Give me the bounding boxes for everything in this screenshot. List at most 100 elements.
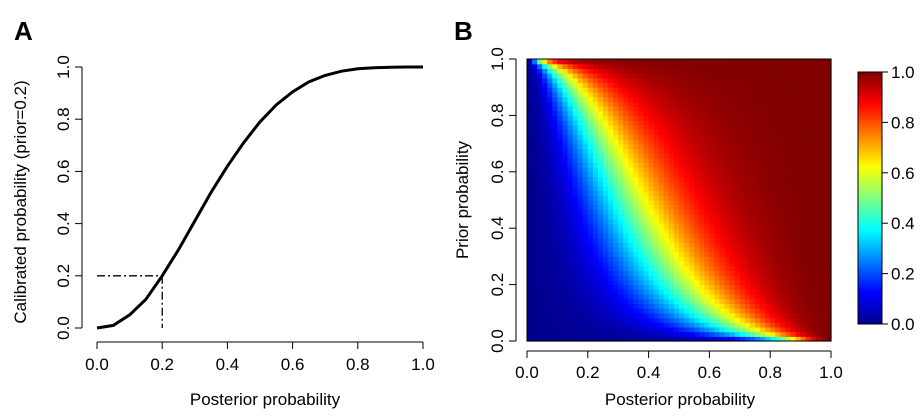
panel-b-colorbar-tick-label: 0.6 bbox=[891, 164, 915, 183]
panel-b-heatmap-cell bbox=[739, 157, 746, 163]
panel-b-heatmap-cell bbox=[597, 298, 604, 304]
panel-b-heatmap-cell bbox=[552, 298, 558, 304]
panel-b-heatmap-cell bbox=[810, 298, 817, 304]
panel-b-heatmap-cell bbox=[542, 195, 548, 201]
panel-b-heatmap-cell bbox=[734, 148, 741, 154]
panel-b-heatmap-cell bbox=[704, 312, 710, 319]
panel-b-heatmap-cell bbox=[648, 284, 655, 290]
panel-b-heatmap-cell bbox=[810, 289, 817, 295]
panel-b-heatmap-cell bbox=[719, 101, 726, 107]
panel-b-heatmap-cell bbox=[775, 96, 781, 102]
panel-b-heatmap-cell bbox=[734, 129, 741, 135]
panel-b-heatmap-cell bbox=[623, 275, 629, 281]
panel-b-heatmap-cell bbox=[694, 162, 700, 168]
panel-b-heatmap-cell bbox=[633, 261, 640, 267]
panel-b-heatmap-cell bbox=[815, 148, 822, 154]
panel-b-heatmap-cell bbox=[537, 279, 543, 286]
panel-b-heatmap-cell bbox=[709, 336, 716, 342]
panel-b-heatmap-cell bbox=[613, 87, 619, 93]
panel-b-heatmap-cell bbox=[825, 214, 832, 220]
panel-b-heatmap-cell bbox=[790, 59, 797, 65]
panel-b-heatmap-cell bbox=[592, 294, 599, 300]
panel-b-heatmap-cell bbox=[689, 289, 695, 295]
panel-b-heatmap-cell bbox=[577, 82, 584, 88]
panel-b-heatmap-cell bbox=[597, 167, 604, 173]
panel-b-heatmap-cell bbox=[820, 195, 827, 201]
panel-b-heatmap-cell bbox=[658, 157, 665, 163]
panel-b-heatmap-cell bbox=[557, 204, 564, 210]
panel-b-heatmap-cell bbox=[562, 167, 569, 173]
panel-b-heatmap-cell bbox=[679, 195, 685, 201]
panel-b-heatmap-cell bbox=[729, 228, 736, 234]
panel-b-heatmap-cell bbox=[592, 68, 599, 74]
panel-b-heatmap-cell bbox=[618, 218, 624, 225]
panel-b-heatmap-cell bbox=[668, 336, 675, 342]
panel-b-heatmap-cell bbox=[749, 185, 756, 192]
panel-b-heatmap-cell bbox=[749, 138, 756, 145]
panel-b-heatmap-cell bbox=[780, 317, 786, 323]
panel-b-heatmap-cell bbox=[825, 200, 832, 206]
panel-b-heatmap-cell bbox=[587, 162, 594, 168]
panel-b-heatmap-cell bbox=[734, 120, 741, 126]
panel-b-heatmap-cell bbox=[744, 209, 751, 215]
panel-b-heatmap-cell bbox=[542, 232, 548, 239]
panel-b-heatmap-cell bbox=[608, 162, 614, 168]
panel-b-heatmap-cell bbox=[572, 279, 579, 286]
panel-b-heatmap-cell bbox=[760, 289, 766, 295]
panel-b-heatmap-cell bbox=[608, 157, 614, 163]
panel-b-heatmap-cell bbox=[749, 106, 756, 112]
panel-b-heatmap-cell bbox=[795, 134, 802, 140]
panel-b-heatmap-cell bbox=[709, 247, 716, 253]
panel-b-heatmap-cell bbox=[719, 176, 726, 182]
panel-b-heatmap-cell bbox=[679, 176, 685, 182]
panel-b-heatmap-cell bbox=[739, 331, 746, 337]
panel-b-heatmap-cell bbox=[800, 176, 807, 182]
panel-b-heatmap-cell bbox=[739, 317, 746, 323]
panel-b-heatmap-cell bbox=[734, 134, 741, 140]
panel-b-heatmap-cell bbox=[638, 218, 645, 225]
panel-b-heatmap-cell bbox=[628, 134, 634, 140]
panel-b-heatmap-cell bbox=[532, 143, 538, 149]
panel-b-heatmap-cell bbox=[648, 101, 655, 107]
panel-b-heatmap-cell bbox=[694, 270, 700, 276]
panel-b-heatmap-cell bbox=[739, 218, 746, 225]
panel-b-heatmap-cell bbox=[557, 232, 564, 239]
panel-b-heatmap-cell bbox=[597, 110, 604, 116]
panel-b-heatmap-cell bbox=[825, 190, 832, 196]
panel-b-heatmap-cell bbox=[587, 279, 594, 286]
panel-b-heatmap-cell bbox=[527, 265, 533, 272]
panel-b-heatmap-cell bbox=[729, 138, 736, 145]
panel-b-heatmap-cell bbox=[567, 326, 574, 333]
panel-b-heatmap-cell bbox=[704, 115, 710, 121]
panel-b-heatmap-cell bbox=[770, 87, 776, 93]
panel-b-heatmap-cell bbox=[775, 214, 781, 220]
panel-b-heatmap-cell bbox=[795, 270, 802, 276]
panel-b-heatmap-cell bbox=[825, 289, 832, 295]
panel-b-heatmap-cell bbox=[760, 59, 766, 65]
panel-b-heatmap-cell bbox=[795, 298, 802, 304]
panel-b-heatmap-cell bbox=[542, 214, 548, 220]
panel-b-heatmap-cell bbox=[552, 110, 558, 116]
panel-b-heatmap-cell bbox=[648, 77, 655, 84]
panel-b-heatmap-cell bbox=[795, 190, 802, 196]
panel-b-heatmap-cell bbox=[739, 261, 746, 267]
panel-b-heatmap-cell bbox=[694, 120, 700, 126]
panel-b-heatmap-cell bbox=[587, 134, 594, 140]
panel-b-heatmap-cell bbox=[724, 237, 731, 243]
panel-b-heatmap-cell bbox=[729, 110, 736, 116]
panel-b-heatmap-cell bbox=[557, 223, 564, 229]
panel-b-heatmap-cell bbox=[800, 275, 807, 281]
panel-b-heatmap-cell bbox=[557, 63, 564, 69]
panel-b-heatmap-cell bbox=[724, 73, 731, 79]
panel-b-heatmap-cell bbox=[668, 195, 675, 201]
panel-b-heatmap-cell bbox=[744, 106, 751, 112]
panel-b-heatmap-cell bbox=[785, 91, 792, 98]
panel-b-heatmap-cell bbox=[668, 312, 675, 319]
panel-b-heatmap-cell bbox=[648, 148, 655, 154]
panel-b-heatmap-cell bbox=[689, 91, 695, 98]
panel-b-heatmap-cell bbox=[765, 176, 771, 182]
panel-b-heatmap-cell bbox=[527, 120, 533, 126]
panel-b-heatmap-cell bbox=[587, 171, 594, 178]
panel-b-heatmap-cell bbox=[795, 308, 802, 314]
panel-b-heatmap-cell bbox=[633, 247, 640, 253]
